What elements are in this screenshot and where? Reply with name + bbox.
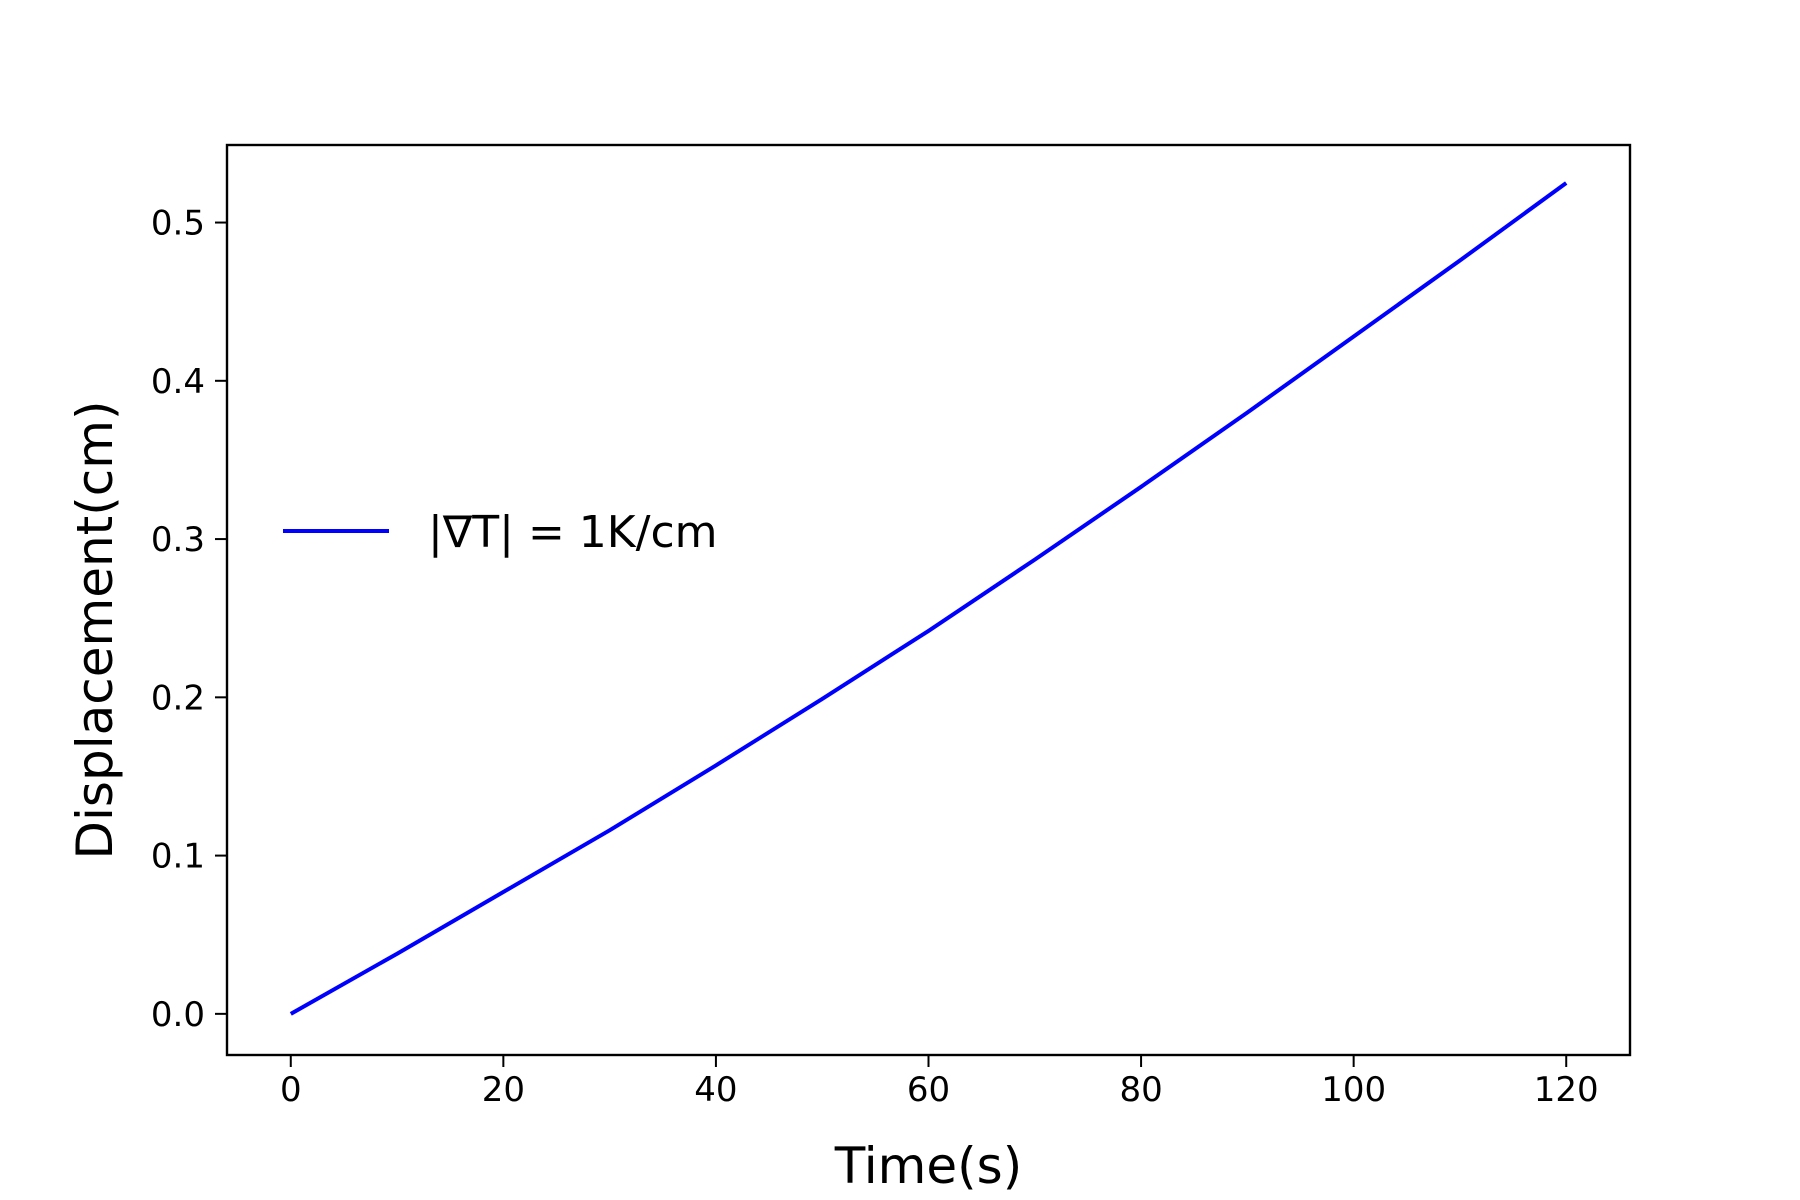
legend: |∇T| = 1K/cm <box>283 507 718 558</box>
legend-series-label: |∇T| = 1K/cm <box>428 507 718 558</box>
plot-area-frame <box>225 143 1632 1057</box>
y-axis-label: Displacement(cm) <box>66 401 124 860</box>
series-layer <box>289 181 1568 1016</box>
y-tick-label: 0.0 <box>151 995 205 1035</box>
x-axis-label: Time(s) <box>834 1137 1022 1195</box>
y-tick-label: 0.3 <box>151 520 205 560</box>
x-tick-label: 80 <box>1119 1070 1162 1110</box>
y-axis-ticks: 0.0 0.1 0.2 0.3 0.4 0.5 <box>151 204 227 1035</box>
y-tick-label: 0.4 <box>151 362 205 402</box>
x-tick-label: 20 <box>482 1070 525 1110</box>
x-tick-label: 40 <box>694 1070 737 1110</box>
y-tick-label: 0.1 <box>151 837 205 877</box>
x-tick-label: 60 <box>907 1070 950 1110</box>
x-axis-ticks: 0 20 40 60 80 100 120 <box>280 1055 1599 1110</box>
y-tick-label: 0.5 <box>151 204 205 244</box>
x-tick-label: 120 <box>1534 1070 1599 1110</box>
x-tick-label: 100 <box>1321 1070 1386 1110</box>
y-tick-label: 0.2 <box>151 678 205 718</box>
series-line <box>289 181 1568 1016</box>
x-tick-label: 0 <box>280 1070 302 1110</box>
